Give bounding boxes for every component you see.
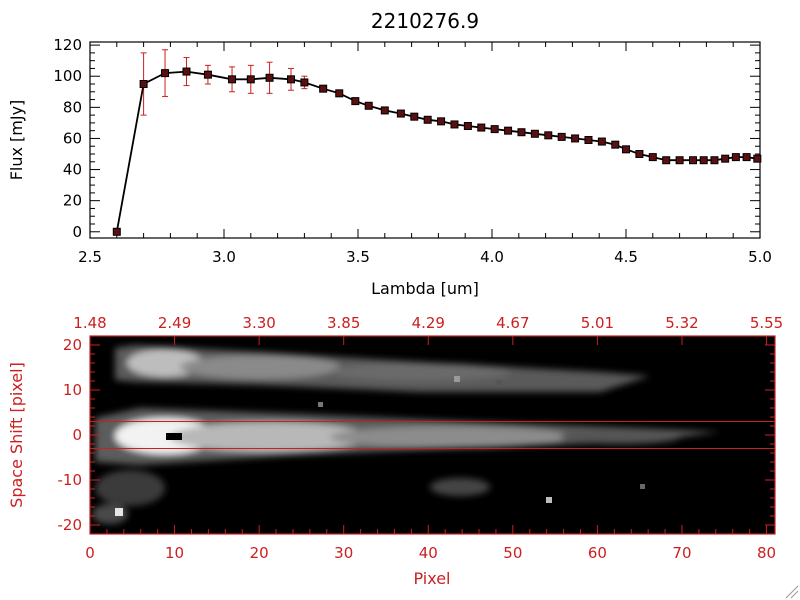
image-x-tick-label: 60 [588,544,607,562]
data-point [463,122,472,130]
image-y-axis-label: Space Shift [pixel] [7,362,26,508]
chart-title: 2210276.9 [371,9,479,33]
data-point [597,137,606,146]
data-point [450,120,459,129]
x-tick-label: 4.0 [480,248,504,266]
data-point [477,123,486,132]
data-point [742,153,751,162]
data-point [571,134,580,143]
y-tick-label: 20 [63,192,82,210]
image-x-tick-label: 70 [672,544,691,562]
wavelength-axis-label: 5.32 [665,314,698,332]
data-point [410,112,419,121]
y-tick-label: 100 [53,67,82,85]
y-axis-label: Flux [mJy] [7,100,26,181]
data-point [530,129,539,138]
image-x-tick-label: 80 [757,544,776,562]
image-y-tick-label: 20 [63,336,82,354]
wavelength-axis-label: 1.48 [73,314,106,332]
data-point [351,97,360,106]
data-point [396,109,405,118]
spectrum-line [115,70,758,232]
data-point [648,153,657,162]
data-point [319,84,328,93]
data-point [622,145,630,154]
wavelength-axis-label: 5.01 [581,314,614,332]
data-point [675,156,684,165]
y-tick-label: 80 [63,98,82,116]
image-y-tick-label: 0 [72,426,82,444]
spectrum-markers [112,67,762,236]
data-point [139,80,148,88]
wavelength-axis-label: 4.67 [496,314,529,332]
data-point [423,115,432,124]
image-y-tick-label: 10 [63,381,82,399]
data-point [437,117,446,126]
data-point [265,73,274,82]
data-point [246,75,255,84]
data-point [364,101,373,110]
image-y-tick-label: -10 [58,471,83,489]
data-point [710,156,719,165]
wavelength-axis-label: 2.49 [158,314,191,332]
x-tick-label: 3.0 [212,248,236,266]
data-point [662,156,671,165]
spectrum-tick-labels: 2.5 3.0 3.5 4.0 4.5 5.0 0 20 40 60 80 100 120 [53,36,772,266]
data-point [611,140,620,149]
data-point [753,154,762,163]
y-tick-label: 120 [53,36,82,54]
image-x-tick-label: 40 [419,544,438,562]
y-tick-label: 40 [63,161,82,179]
image-x-tick-label: 0 [85,544,95,562]
image-tick-labels: 0 10 20 30 40 50 60 70 80 1.48 2.49 3.30 3.85 4.29 4.6… [58,314,784,562]
x-tick-label: 3.5 [346,248,370,266]
image-x-axis-label: Pixel [413,569,450,588]
x-axis-label: Lambda [um] [371,279,479,298]
data-point [300,78,309,87]
data-point [161,69,170,78]
x-tick-label: 4.5 [614,248,638,266]
spectrum-plot-frame [89,41,761,239]
image-x-tick-label: 30 [334,544,353,562]
wavelength-axis-label: 3.30 [242,314,275,332]
data-point [287,75,295,84]
data-point [490,125,499,134]
data-point [112,227,121,236]
data-point [584,136,593,144]
image-x-tick-label: 50 [503,544,522,562]
x-tick-label: 2.5 [78,248,102,266]
data-point [228,75,237,84]
image-y-tick-label: -20 [58,516,83,534]
data-point [557,132,566,141]
x-tick-label: 5.0 [748,248,772,266]
spectral-image-panel: 0 10 20 30 40 50 60 70 80 1.48 2.49 3.30 3.85 4.29 4.6… [7,314,783,588]
data-point [380,106,389,115]
spectral-image [92,345,720,524]
wavelength-axis-label: 3.85 [327,314,360,332]
y-tick-label: 0 [72,223,82,241]
data-point [504,126,513,135]
data-point [517,128,526,137]
wavelength-axis-label: 5.55 [750,314,783,332]
y-tick-label: 60 [63,129,82,147]
spectrum-panel: 2210276.9 2.5 3.0 3.5 4.0 4.5 5.0 0 20 40 60 80 100… [7,9,772,298]
image-x-tick-label: 20 [250,544,269,562]
image-ticks [89,336,775,534]
error-bars [140,49,761,163]
data-point [731,153,740,162]
data-point [544,131,553,140]
data-point [203,70,212,79]
data-point [689,156,697,165]
data-point [635,150,644,158]
data-point [182,67,191,76]
resize-grip-icon[interactable] [785,585,799,599]
image-x-tick-label: 10 [165,544,184,562]
spectrum-ticks [89,42,761,238]
data-point [699,156,708,165]
data-point [721,154,730,163]
wavelength-axis-label: 4.29 [412,314,445,332]
data-point [335,89,344,98]
